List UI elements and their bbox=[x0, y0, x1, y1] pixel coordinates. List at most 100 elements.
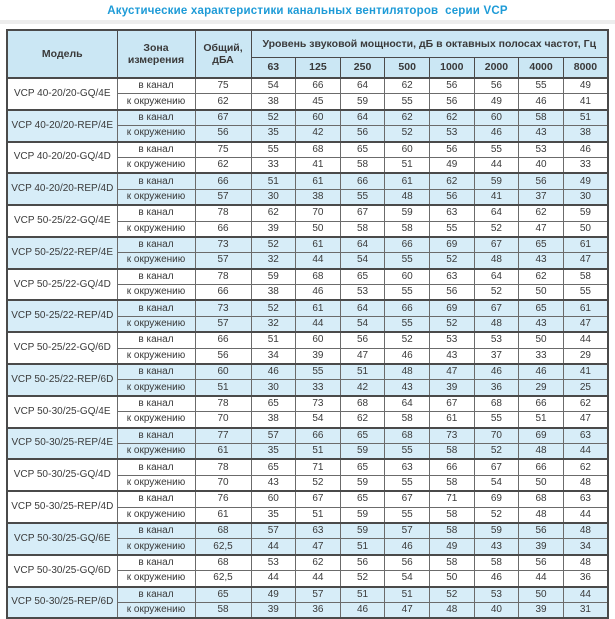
level-cell: 61 bbox=[295, 172, 341, 190]
level-cell: 64 bbox=[339, 299, 386, 317]
zone-cell: к окружению bbox=[116, 570, 196, 587]
zone-cell: к окружению bbox=[116, 284, 196, 301]
level-cell: 71 bbox=[429, 490, 475, 508]
level-cell: 36 bbox=[295, 601, 341, 619]
total-dba-cell: 61 bbox=[194, 442, 252, 460]
level-cell: 59 bbox=[250, 267, 297, 286]
level-cell: 65 bbox=[339, 458, 386, 476]
model-cell: VCP 50-25/22-GQ/4E bbox=[6, 204, 118, 238]
model-cell: VCP 50-25/22-REP/4D bbox=[6, 299, 118, 333]
level-cell: 44 bbox=[250, 538, 297, 556]
level-cell: 38 bbox=[562, 125, 609, 143]
zone-cell: в канал bbox=[116, 331, 196, 349]
table-row: VCP 40-20/20-REP/4D в канал 66 51 61 66 61 62 59… bbox=[6, 172, 609, 206]
level-cell: 61 bbox=[295, 235, 341, 254]
level-cell: 43 bbox=[384, 379, 430, 397]
level-cell: 46 bbox=[473, 363, 520, 381]
level-cell: 49 bbox=[429, 538, 475, 556]
zone-cell: в канал bbox=[116, 585, 196, 603]
zone-cell: к окружению bbox=[116, 379, 196, 397]
table-row: к окружению 62,5 44 47 51 46 49 43 39 34 bbox=[7, 538, 609, 556]
level-cell: 67 bbox=[429, 394, 475, 413]
level-cell: 63 bbox=[562, 426, 609, 444]
level-cell: 33 bbox=[295, 379, 341, 397]
level-cell: 30 bbox=[250, 188, 297, 206]
level-cell: 54 bbox=[339, 252, 386, 270]
level-cell: 66 bbox=[339, 172, 386, 190]
level-cell: 65 bbox=[339, 426, 386, 444]
level-cell: 58 bbox=[339, 156, 386, 174]
level-cell: 47 bbox=[518, 220, 564, 238]
level-cell: 51 bbox=[339, 585, 386, 603]
table-row: к окружению 56 34 39 47 46 43 37 33 29 bbox=[7, 347, 609, 365]
level-cell: 55 bbox=[250, 140, 297, 158]
table-row: VCP 50-30/25-REP/4E в канал 77 57 66 65 68 73 70… bbox=[6, 426, 609, 460]
level-cell: 52 bbox=[429, 315, 475, 333]
level-cell: 38 bbox=[250, 411, 297, 429]
level-cell: 60 bbox=[295, 108, 341, 127]
level-cell: 55 bbox=[384, 93, 430, 111]
level-cell: 58 bbox=[429, 506, 475, 524]
level-cell: 67 bbox=[295, 490, 341, 508]
zone-cell: к окружению bbox=[116, 156, 196, 174]
level-cell: 63 bbox=[562, 490, 609, 508]
level-cell: 41 bbox=[562, 363, 609, 381]
level-cell: 48 bbox=[562, 521, 609, 540]
level-cell: 60 bbox=[250, 490, 297, 508]
level-cell: 33 bbox=[518, 347, 564, 365]
table-body: VCP 40-20/20-GQ/4E в канал 75 54 66 64 62 56 56 5… bbox=[6, 77, 609, 619]
table-row: к окружению 56 35 42 56 52 53 46 43 38 bbox=[7, 125, 609, 143]
level-cell: 53 bbox=[250, 553, 297, 572]
level-cell: 62 bbox=[429, 108, 475, 127]
level-cell: 44 bbox=[295, 570, 341, 587]
level-cell: 65 bbox=[250, 394, 297, 413]
level-cell: 35 bbox=[250, 506, 297, 524]
level-cell: 43 bbox=[518, 315, 564, 333]
level-cell: 52 bbox=[384, 125, 430, 143]
level-cell: 55 bbox=[384, 442, 430, 460]
total-dba-cell: 68 bbox=[194, 521, 252, 540]
level-cell: 55 bbox=[518, 77, 564, 95]
level-cell: 58 bbox=[339, 220, 386, 238]
level-cell: 46 bbox=[339, 601, 386, 619]
level-cell: 58 bbox=[518, 108, 564, 127]
level-cell: 67 bbox=[473, 299, 520, 317]
zone-cell: к окружению bbox=[116, 315, 196, 333]
table-row: VCP 50-25/22-GQ/4D в канал 78 59 68 65 60 63 64 6… bbox=[6, 267, 609, 301]
level-cell: 42 bbox=[295, 125, 341, 143]
level-cell: 46 bbox=[384, 347, 430, 365]
total-dba-cell: 78 bbox=[194, 267, 252, 286]
page: { "title": "Акустические характеристики … bbox=[0, 5, 615, 619]
level-cell: 58 bbox=[562, 267, 609, 286]
model-cell: VCP 40-20/20-GQ/4D bbox=[6, 140, 118, 174]
model-cell: VCP 40-20/20-GQ/4E bbox=[6, 77, 118, 111]
total-dba-cell: 62,5 bbox=[194, 570, 252, 587]
level-cell: 52 bbox=[473, 284, 520, 301]
level-cell: 51 bbox=[384, 156, 430, 174]
level-cell: 30 bbox=[562, 188, 609, 206]
level-cell: 49 bbox=[250, 585, 297, 603]
level-cell: 46 bbox=[250, 363, 297, 381]
level-cell: 60 bbox=[295, 331, 341, 349]
level-cell: 48 bbox=[384, 188, 430, 206]
level-cell: 66 bbox=[384, 235, 430, 254]
level-cell: 36 bbox=[562, 570, 609, 587]
table-row: VCP 40-20/20-REP/4E в канал 67 52 60 64 62 62 60… bbox=[6, 108, 609, 143]
model-cell: VCP 50-25/22-GQ/6D bbox=[6, 331, 118, 365]
level-cell: 53 bbox=[429, 331, 475, 349]
level-cell: 47 bbox=[562, 252, 609, 270]
level-cell: 51 bbox=[339, 538, 386, 556]
level-cell: 59 bbox=[339, 521, 386, 540]
level-cell: 48 bbox=[473, 315, 520, 333]
level-cell: 34 bbox=[250, 347, 297, 365]
header-model: Модель bbox=[6, 29, 118, 79]
page-title: Акустические характеристики канальных ве… bbox=[107, 5, 508, 17]
level-cell: 37 bbox=[518, 188, 564, 206]
header-freq-500: 500 bbox=[384, 57, 430, 79]
level-cell: 33 bbox=[562, 156, 609, 174]
total-dba-cell: 56 bbox=[194, 347, 252, 365]
level-cell: 56 bbox=[429, 93, 475, 111]
level-cell: 55 bbox=[473, 140, 520, 158]
zone-cell: в канал bbox=[116, 108, 196, 127]
level-cell: 56 bbox=[429, 284, 475, 301]
